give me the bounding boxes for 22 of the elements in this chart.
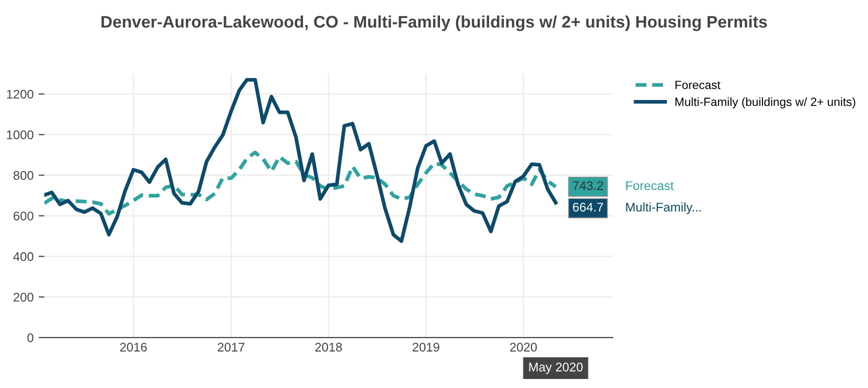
chart-title: Denver-Aurora-Lakewood, CO - Multi-Family (buildings w/ 2+ units) Housing Permits xyxy=(102,15,767,32)
x-tick-label: 2019 xyxy=(412,342,440,352)
legend-label: Forecast xyxy=(676,80,720,90)
text: Forecast xyxy=(626,181,674,190)
x-tick-label: 2018 xyxy=(315,342,342,352)
legend-label: Multi-Family (buildings w/ 2+ units) xyxy=(676,97,856,108)
y-tick-label: 0 xyxy=(27,333,34,342)
text: Multi-Family... xyxy=(626,202,701,214)
y-tick-label: 1200 xyxy=(7,90,34,99)
x-tick-label: 2020 xyxy=(510,342,537,352)
text: May 2020 xyxy=(529,362,583,374)
line-series xyxy=(44,78,558,243)
y-tick-label: 400 xyxy=(13,252,34,262)
y-tick-label: 600 xyxy=(14,212,34,220)
x-tick-label: 2017 xyxy=(218,342,244,352)
annotation: 743.2 xyxy=(572,181,604,190)
annotation: 664.7 xyxy=(572,202,604,212)
y-tick-label: 200 xyxy=(14,292,34,302)
y-tick-label: 800 xyxy=(14,171,34,180)
x-tick-label: 2016 xyxy=(120,342,147,352)
y-tick-label: 1000 xyxy=(7,130,34,140)
line-series xyxy=(44,150,558,216)
